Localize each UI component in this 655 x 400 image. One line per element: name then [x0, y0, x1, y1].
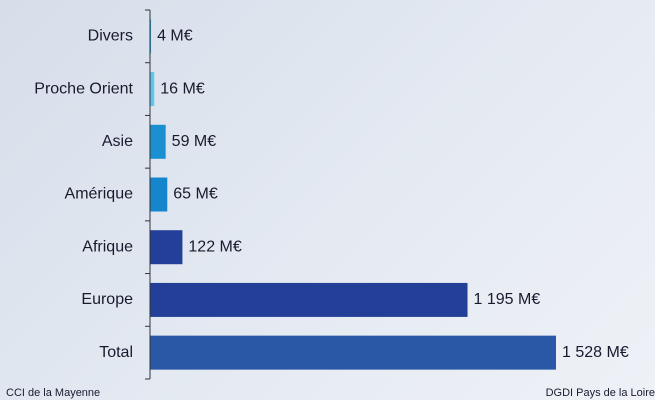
y-tick-label: Proche Orient — [34, 80, 133, 97]
bar — [150, 282, 468, 317]
bar — [150, 72, 155, 107]
bar — [150, 230, 183, 265]
y-tick-label: Amérique — [65, 186, 134, 203]
value-label: 122 M€ — [188, 238, 241, 255]
y-tick-label: Europe — [81, 291, 133, 308]
value-label: 65 M€ — [173, 186, 218, 203]
value-label: 4 M€ — [157, 28, 193, 45]
value-label: 1 195 M€ — [474, 291, 541, 308]
y-tick-label: Afrique — [82, 238, 133, 255]
footer-left: CCI de la Mayenne — [6, 387, 100, 399]
y-tick-label: Divers — [88, 28, 133, 45]
bar — [150, 177, 168, 212]
value-label: 59 M€ — [172, 133, 217, 150]
value-label: 1 528 M€ — [562, 344, 629, 361]
y-tick-label: Total — [99, 344, 133, 361]
bar — [150, 335, 556, 370]
bar — [150, 124, 166, 159]
footer-right: DGDI Pays de la Loire — [546, 387, 655, 399]
y-tick-label: Asie — [102, 133, 133, 150]
value-label: 16 M€ — [160, 80, 205, 97]
bar — [150, 19, 152, 54]
